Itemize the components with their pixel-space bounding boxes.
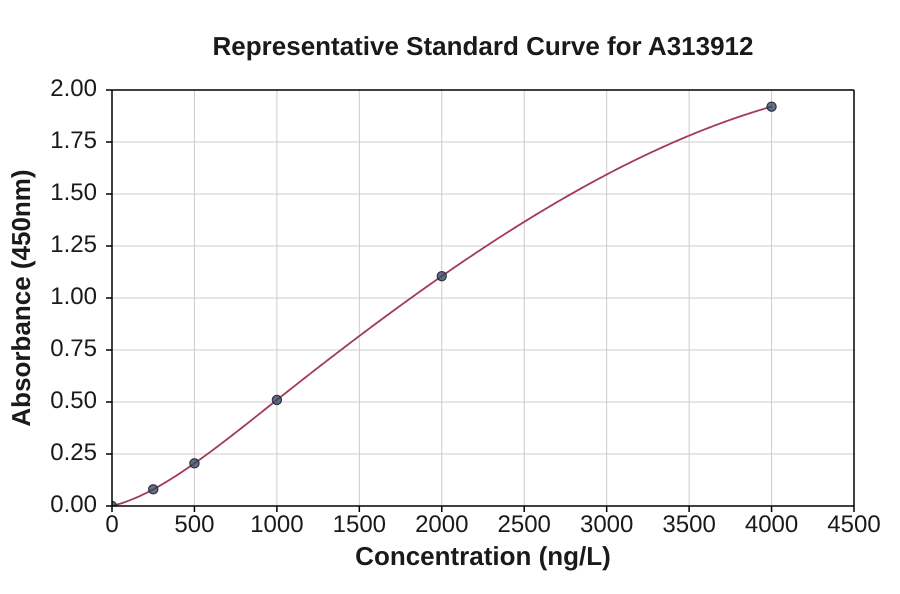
svg-text:3000: 3000 <box>580 511 633 538</box>
svg-text:1000: 1000 <box>250 511 303 538</box>
svg-text:2500: 2500 <box>498 511 551 538</box>
svg-text:3500: 3500 <box>662 511 715 538</box>
svg-text:Representative Standard Curve: Representative Standard Curve for A31391… <box>213 31 754 61</box>
svg-text:0: 0 <box>105 511 118 538</box>
svg-text:4500: 4500 <box>827 511 880 538</box>
svg-text:Absorbance (450nm): Absorbance (450nm) <box>6 169 36 426</box>
svg-text:Concentration (ng/L): Concentration (ng/L) <box>355 541 611 571</box>
svg-text:1.25: 1.25 <box>50 231 97 258</box>
svg-text:4000: 4000 <box>745 511 798 538</box>
svg-text:2.00: 2.00 <box>50 75 97 102</box>
svg-text:0.50: 0.50 <box>50 387 97 414</box>
svg-text:1.50: 1.50 <box>50 179 97 206</box>
svg-text:0.75: 0.75 <box>50 335 97 362</box>
svg-text:1.00: 1.00 <box>50 283 97 310</box>
svg-text:0.25: 0.25 <box>50 439 97 466</box>
svg-text:0.00: 0.00 <box>50 491 97 518</box>
svg-text:500: 500 <box>174 511 214 538</box>
svg-text:1500: 1500 <box>333 511 386 538</box>
svg-text:2000: 2000 <box>415 511 468 538</box>
svg-text:1.75: 1.75 <box>50 127 97 154</box>
